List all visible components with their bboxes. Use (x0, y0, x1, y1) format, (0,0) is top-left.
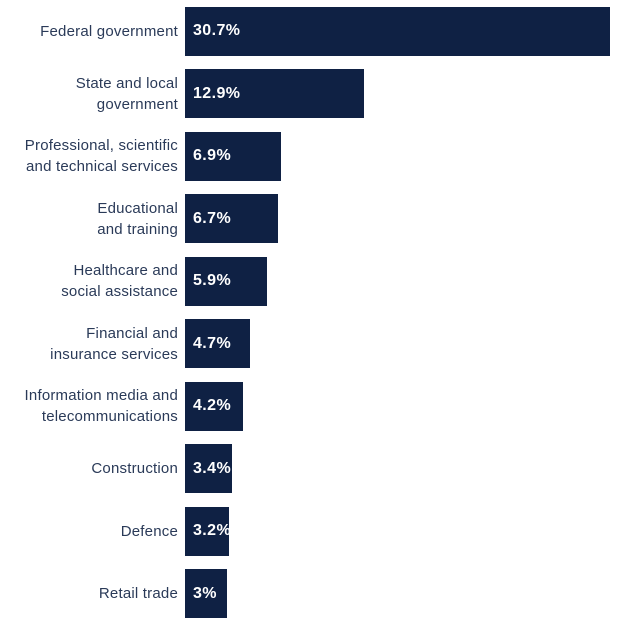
category-label: Defence (0, 521, 185, 542)
category-label: Information media and telecommunications (0, 385, 185, 427)
category-label-line: Healthcare and (73, 262, 178, 280)
chart-row: Construction 3.4% (0, 438, 621, 501)
bar: 5.9% (185, 256, 267, 306)
value-label: 6.9% (193, 147, 232, 165)
bar: 30.7% (185, 6, 610, 56)
chart-row: Healthcare and social assistance 5.9% (0, 250, 621, 313)
category-label-line: Information media and (24, 387, 178, 405)
category-label-line: Educational (97, 199, 178, 217)
category-label-line: Construction (91, 460, 178, 478)
bar: 3.4% (185, 444, 233, 494)
bar: 3% (185, 569, 227, 619)
category-label-line: Professional, scientific (24, 137, 178, 155)
category-label: Retail trade (0, 583, 185, 604)
category-label-line: Federal government (40, 22, 178, 40)
category-label-line: social assistance (61, 283, 178, 301)
value-label: 4.7% (193, 334, 232, 352)
category-label-line: State and local (75, 74, 178, 92)
category-label-line: and training (97, 220, 178, 238)
chart-row: Information media and telecommunications 4… (0, 375, 621, 438)
chart-row: Educational and training 6.7% (0, 188, 621, 251)
value-label: 5.9% (193, 272, 232, 290)
category-label-line: and technical services (26, 158, 178, 176)
value-label: 12.9% (193, 84, 241, 102)
category-label: Financial and insurance services (0, 323, 185, 365)
category-label: Professional, scientific and technical se… (0, 135, 185, 177)
category-label-line: Financial and (86, 324, 178, 342)
value-label: 3.4% (193, 459, 232, 477)
chart-row: Professional, scientific and technical se… (0, 125, 621, 188)
category-label-line: telecommunications (41, 408, 178, 426)
category-label-line: Retail trade (98, 585, 178, 603)
category-label: State and local government (0, 73, 185, 115)
bar: 6.9% (185, 131, 281, 181)
chart-row: Defence 3.2% (0, 500, 621, 563)
value-label: 3.2% (193, 522, 232, 540)
bar: 4.7% (185, 319, 251, 369)
category-label-line: government (96, 95, 178, 113)
category-label-line: Defence (120, 522, 178, 540)
bar: 6.7% (185, 194, 278, 244)
category-label: Educational and training (0, 198, 185, 240)
category-label: Healthcare and social assistance (0, 260, 185, 302)
bar: 12.9% (185, 69, 364, 119)
category-label: Construction (0, 458, 185, 479)
value-label: 6.7% (193, 209, 232, 227)
category-label: Federal government (0, 21, 185, 42)
chart-row: Financial and insurance services 4.7% (0, 313, 621, 376)
bar: 3.2% (185, 506, 232, 556)
bar: 4.2% (185, 381, 244, 431)
value-label: 3% (193, 584, 217, 602)
value-label: 4.2% (193, 397, 232, 415)
chart-row: State and local government 12.9% (0, 63, 621, 126)
chart-row: Retail trade 3% (0, 563, 621, 625)
category-label-line: insurance services (50, 345, 178, 363)
value-label: 30.7% (193, 22, 241, 40)
chart-row: Federal government 30.7% (0, 0, 621, 63)
